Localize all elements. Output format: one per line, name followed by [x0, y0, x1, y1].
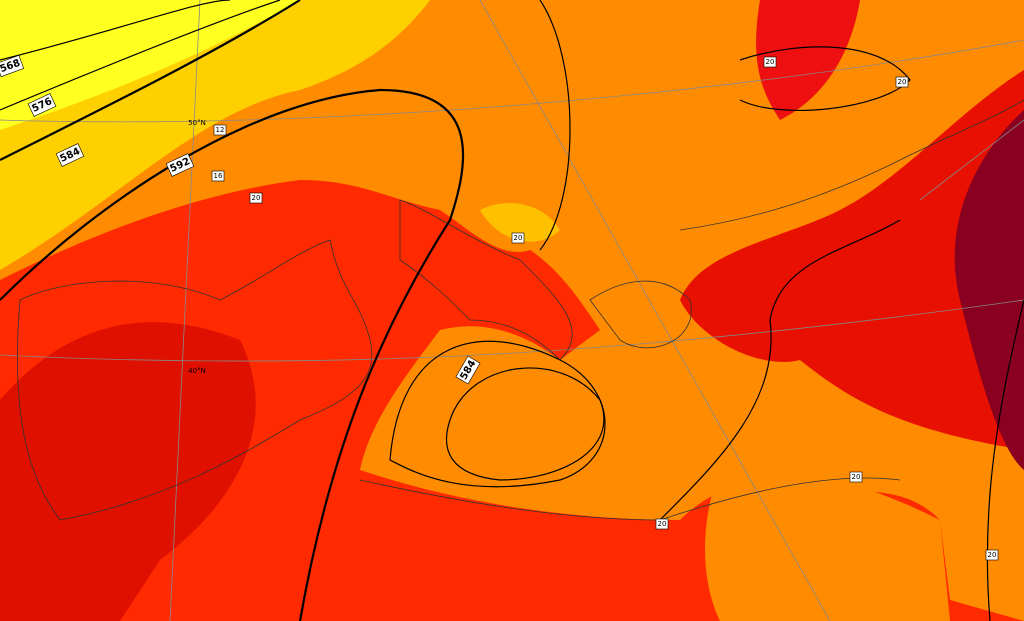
greece-coast	[589, 280, 692, 349]
grid-line	[479, 0, 831, 621]
label-text: 16	[214, 172, 223, 180]
latitude-label: 40°N	[188, 367, 206, 375]
grid-line	[169, 0, 201, 621]
label-text: 20	[988, 551, 997, 559]
isohypse-inner	[446, 367, 605, 481]
contour-label: 20	[849, 471, 863, 483]
contour-label: 576	[27, 93, 57, 117]
latitude-labels: 50°N 40°N	[188, 119, 206, 375]
grid-line	[0, 39, 1024, 123]
label-text: 20	[514, 234, 523, 242]
contour-label: 20	[763, 56, 777, 68]
contour-label: 20	[985, 549, 999, 561]
isohypse	[739, 46, 911, 112]
label-text: 20	[658, 520, 667, 528]
label-text: 12	[216, 126, 225, 134]
contour-label: 12	[213, 124, 227, 136]
contour-label: 592	[165, 153, 195, 177]
label-text: 20	[252, 194, 261, 202]
isohypse	[0, 0, 301, 161]
isohypse	[986, 299, 1024, 621]
contour-label: 20	[895, 76, 909, 88]
isohypse	[539, 0, 571, 251]
field-dark-red	[0, 322, 256, 621]
label-text: 20	[852, 473, 861, 481]
grid-line	[0, 299, 1024, 362]
temperature-labels: 12 16 20 20 20 20 20 20 20	[211, 56, 999, 561]
isohypse-592	[0, 88, 465, 621]
field-red-north	[756, 0, 860, 120]
field-orange-egypt	[705, 467, 950, 621]
contour-label: 16	[211, 170, 225, 182]
contour-label: 20	[249, 192, 263, 204]
label-text: 20	[898, 78, 907, 86]
latitude-label: 50°N	[188, 119, 206, 127]
field-red-east	[680, 70, 1024, 450]
contour-label: 20	[655, 518, 669, 530]
label-text: 20	[766, 58, 775, 66]
isohypse	[0, 0, 281, 111]
geopotential-labels: 568 576 584 592 584	[0, 54, 481, 385]
isohypse	[0, 0, 231, 61]
contour-label: 568	[0, 54, 25, 78]
contour-label: 20	[511, 232, 525, 244]
grid-line	[919, 119, 1024, 201]
field-yellow-balkan	[480, 202, 560, 242]
field-yellow	[0, 0, 300, 130]
contour-label: 584	[55, 143, 85, 167]
black-sea-coast	[679, 99, 1024, 231]
isohypse	[659, 219, 901, 521]
iberia-coast	[17, 239, 373, 521]
